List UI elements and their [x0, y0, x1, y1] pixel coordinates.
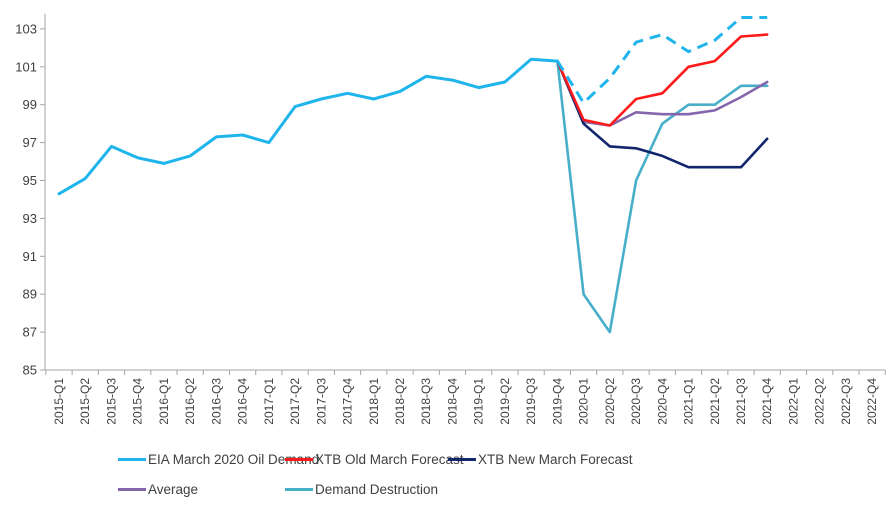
y-tick-label: 91 [23, 249, 37, 264]
series-line-xtb-new-march-forecast [556, 59, 769, 169]
x-tick-label: 2018-Q1 [367, 378, 381, 425]
x-tick-label: 2022-Q2 [813, 378, 827, 425]
x-tick-label: 2018-Q2 [393, 378, 407, 425]
x-tick-label: 2017-Q3 [314, 378, 328, 425]
y-tick-label: 93 [23, 211, 37, 226]
legend-swatch-xtb-new [448, 458, 476, 461]
x-tick-label: 2021-Q4 [760, 378, 774, 425]
x-tick-label: 2021-Q2 [708, 378, 722, 425]
legend-item-demand-destruction[interactable]: Demand Destruction [285, 482, 438, 497]
legend-swatch-xtb-old [285, 458, 313, 461]
legend-swatch-demand-destruction [285, 488, 313, 491]
axes: 85 87 89 91 93 95 97 99 101 103 2015-Q1 2015-Q2 2015… [15, 13, 886, 425]
legend-item-xtb-old[interactable]: XTB Old March Forecast [285, 452, 464, 467]
x-tick-label: 2021-Q3 [734, 378, 748, 425]
legend-item-eia[interactable]: EIA March 2020 Oil Demand [118, 452, 319, 467]
x-tick-label: 2016-Q2 [183, 378, 197, 425]
y-tick-label: 85 [23, 363, 37, 378]
x-tick-label: 2016-Q4 [236, 378, 250, 425]
x-tick-label: 2020-Q2 [603, 378, 617, 425]
x-tick-label: 2017-Q4 [341, 378, 355, 425]
y-tick-label: 89 [23, 287, 37, 302]
x-tick-label: 2017-Q1 [262, 378, 276, 425]
series-layer [57, 16, 769, 334]
x-tick-label: 2019-Q3 [524, 378, 538, 425]
legend-item-xtb-new[interactable]: XTB New March Forecast [448, 452, 633, 467]
y-tick-label: 103 [15, 21, 37, 36]
x-tick-label: 2022-Q3 [839, 378, 853, 425]
x-tick-label: 2020-Q1 [577, 378, 591, 425]
legend-label: EIA March 2020 Oil Demand [148, 452, 320, 467]
x-tick-label: 2021-Q1 [682, 378, 696, 425]
y-tick-label: 95 [23, 173, 37, 188]
x-tick-label: 2020-Q4 [655, 378, 669, 425]
legend-label: Demand Destruction [315, 482, 439, 497]
x-tick-label: 2015-Q3 [104, 378, 118, 425]
series-line-xtb-old-march-forecast [556, 33, 769, 127]
x-tick-label: 2019-Q1 [472, 378, 486, 425]
legend-label: XTB New March Forecast [478, 452, 633, 467]
x-tick-label: 2018-Q4 [445, 378, 459, 425]
y-tick-label: 97 [23, 135, 37, 150]
y-tick-label: 101 [15, 59, 37, 74]
legend-swatch-eia [118, 458, 146, 461]
legend-swatch-average [118, 488, 146, 491]
x-tick-label: 2022-Q1 [786, 378, 800, 425]
x-tick-label: 2015-Q2 [78, 378, 92, 425]
legend-label: XTB Old March Forecast [315, 452, 464, 467]
x-tick-label: 2018-Q3 [419, 378, 433, 425]
y-tick-label: 87 [23, 325, 37, 340]
x-tick-label: 2015-Q1 [52, 378, 66, 425]
x-tick-label: 2017-Q2 [288, 378, 302, 425]
x-tick-label: 2016-Q3 [209, 378, 223, 425]
x-tick-label: 2022-Q4 [865, 378, 879, 425]
x-tick-label: 2016-Q1 [157, 378, 171, 425]
x-tick-label: 2019-Q2 [498, 378, 512, 425]
x-tick-label: 2015-Q4 [131, 378, 145, 425]
series-line-eia-march-2020-oil-demand-forecast [556, 16, 768, 105]
series-line-eia-march-2020-oil-demand [57, 57, 559, 196]
legend-item-average[interactable]: Average [118, 482, 198, 497]
x-tick-label: 2019-Q4 [550, 378, 564, 425]
y-tick-label: 99 [23, 97, 37, 112]
series-line-demand-destruction [556, 59, 769, 334]
x-tick-label: 2020-Q3 [629, 378, 643, 425]
legend-label: Average [148, 482, 199, 497]
